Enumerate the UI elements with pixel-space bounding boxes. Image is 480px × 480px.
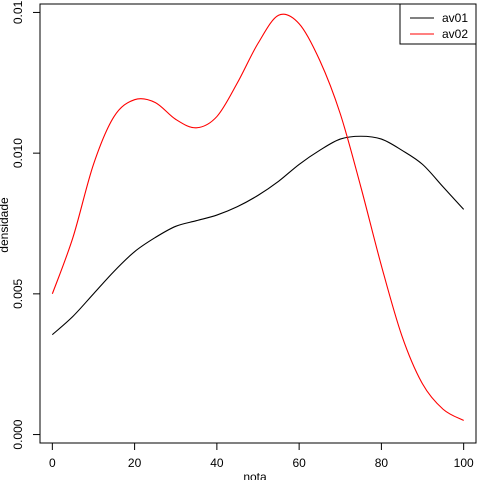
y-axis: 0.000 0.005 0.010 0.01 — [11, 0, 41, 450]
y-tick-label: 0.005 — [11, 279, 25, 309]
x-tick-label: 60 — [292, 456, 306, 470]
y-axis-label: densidade — [0, 197, 11, 253]
legend: av01 av02 — [399, 3, 477, 45]
x-tick-label: 80 — [375, 456, 389, 470]
legend-box — [399, 3, 477, 45]
legend-label-av01: av01 — [442, 11, 468, 25]
series-line-av02 — [51, 13, 464, 421]
x-axis: 0 20 40 60 80 100 — [49, 442, 474, 470]
x-axis-label: nota — [243, 470, 267, 480]
series-layer — [51, 13, 465, 421]
legend-label-av02: av02 — [442, 27, 468, 41]
x-tick-label: 20 — [128, 456, 142, 470]
y-tick-label: 0.000 — [11, 419, 25, 449]
x-tick-label: 100 — [454, 456, 474, 470]
y-tick-label: 0.01 — [11, 0, 25, 24]
x-tick-label: 0 — [49, 456, 56, 470]
x-tick-label: 40 — [210, 456, 224, 470]
y-tick-label: 0.010 — [11, 138, 25, 168]
series-line-av01 — [51, 135, 465, 336]
